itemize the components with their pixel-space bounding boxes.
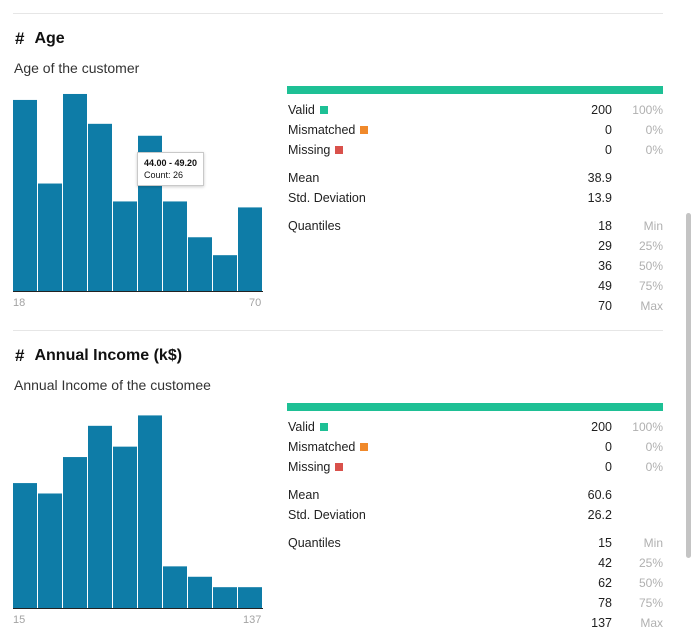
quantile-min-value: 15 <box>598 536 612 550</box>
vertical-scrollbar[interactable] <box>686 213 691 558</box>
quantile-min-value: 18 <box>598 219 612 233</box>
histogram-bar[interactable] <box>13 483 37 608</box>
quantile-25-value: 29 <box>598 239 612 253</box>
tooltip-count: Count: 26 <box>144 170 184 180</box>
top-divider <box>13 13 663 14</box>
histogram-bar[interactable] <box>38 493 62 608</box>
std-label: Std. Deviation <box>288 191 366 205</box>
column-title-age: # Age <box>15 29 65 49</box>
histogram-bar[interactable] <box>63 457 87 608</box>
std-value: 13.9 <box>587 191 612 205</box>
quantile-min-label: Min <box>643 219 663 233</box>
histogram-bar[interactable] <box>113 446 137 608</box>
quantile-25-value: 42 <box>598 556 612 570</box>
axis-max-label: 70 <box>249 297 262 309</box>
missing-square-icon <box>335 146 344 154</box>
histogram-chart[interactable] <box>13 405 263 609</box>
histogram-bar[interactable] <box>238 207 262 291</box>
mean-value: 38.9 <box>587 171 612 185</box>
valid-square-icon <box>319 106 328 114</box>
quantiles-label: Quantiles <box>288 536 341 550</box>
histogram-bar[interactable] <box>238 587 262 608</box>
column-name: Annual Income (k$) <box>34 347 183 364</box>
quantile-max-label: Max <box>640 616 663 630</box>
missing-square-icon <box>335 463 344 471</box>
quantile-50-value: 62 <box>598 576 612 590</box>
histogram-bar[interactable] <box>63 93 87 291</box>
quantile-50-label: 50% <box>638 576 663 590</box>
quantile-max-value: 70 <box>598 299 612 313</box>
histogram-bar[interactable] <box>213 587 237 608</box>
quantile-min-label: Min <box>643 536 663 550</box>
mismatched-square-icon <box>360 126 369 134</box>
quantile-50-label: 50% <box>638 259 663 273</box>
quantile-25-label: 25% <box>638 556 663 570</box>
quantiles-label: Quantiles <box>288 219 341 233</box>
quantile-max-label: Max <box>640 299 663 313</box>
mismatched-label: Mismatched <box>288 440 369 454</box>
tooltip-range: 44.00 - 49.20 <box>144 158 198 168</box>
histogram-bar[interactable] <box>213 255 237 291</box>
mismatched-square-icon <box>360 443 369 451</box>
quantile-75-value: 49 <box>598 279 612 293</box>
mean-label: Mean <box>288 171 320 185</box>
mismatched-label: Mismatched <box>288 123 369 137</box>
quantile-75-label: 75% <box>638 279 663 293</box>
histogram-bar[interactable] <box>113 201 137 291</box>
numeric-type-icon: # <box>15 29 25 48</box>
histogram-bar[interactable] <box>38 183 62 291</box>
std-label: Std. Deviation <box>288 508 366 522</box>
numeric-type-icon: # <box>15 346 25 365</box>
axis-min-label: 18 <box>13 297 26 309</box>
histogram-bar[interactable] <box>13 99 37 291</box>
histogram-bar[interactable] <box>138 415 162 608</box>
histogram-bar[interactable] <box>88 123 112 291</box>
mismatched-value: 0 <box>605 440 612 454</box>
missing-value: 0 <box>605 460 612 474</box>
missing-percent: 0% <box>645 143 663 157</box>
column-description: Annual Income of the customee <box>14 377 211 393</box>
section-divider <box>13 330 663 331</box>
missing-label: Missing <box>288 460 344 474</box>
valid-ratio-bar <box>287 403 663 411</box>
column-name: Age <box>34 30 65 47</box>
histogram-annual-income[interactable] <box>13 405 263 609</box>
std-value: 26.2 <box>587 508 612 522</box>
histogram-age[interactable] <box>13 88 263 292</box>
column-description: Age of the customer <box>14 60 140 76</box>
axis-min-label: 15 <box>13 614 26 626</box>
missing-percent: 0% <box>645 460 663 474</box>
histogram-bar[interactable] <box>163 201 187 291</box>
histogram-bar[interactable] <box>163 566 187 608</box>
quantile-50-value: 36 <box>598 259 612 273</box>
column-title-annual-income: # Annual Income (k$) <box>15 346 182 366</box>
mismatched-value: 0 <box>605 123 612 137</box>
mismatched-percent: 0% <box>645 123 663 137</box>
valid-label: Valid <box>288 103 328 117</box>
valid-label: Valid <box>288 420 328 434</box>
histogram-bar[interactable] <box>188 576 212 608</box>
mean-label: Mean <box>288 488 320 502</box>
quantile-max-value: 137 <box>591 616 612 630</box>
missing-value: 0 <box>605 143 612 157</box>
missing-label: Missing <box>288 143 344 157</box>
quantile-75-value: 78 <box>598 596 612 610</box>
valid-percent: 100% <box>632 103 663 117</box>
histogram-tooltip: 44.00 - 49.20 Count: 26 <box>137 152 205 186</box>
valid-ratio-bar <box>287 86 663 94</box>
mismatched-percent: 0% <box>645 440 663 454</box>
mean-value: 60.6 <box>587 488 612 502</box>
quantile-75-label: 75% <box>638 596 663 610</box>
histogram-bar[interactable] <box>88 425 112 608</box>
valid-value: 200 <box>591 103 612 117</box>
quantile-25-label: 25% <box>638 239 663 253</box>
valid-value: 200 <box>591 420 612 434</box>
histogram-chart[interactable] <box>13 88 263 292</box>
valid-square-icon <box>319 423 328 431</box>
histogram-bar[interactable] <box>188 237 212 291</box>
valid-percent: 100% <box>632 420 663 434</box>
axis-max-label: 137 <box>243 614 262 626</box>
